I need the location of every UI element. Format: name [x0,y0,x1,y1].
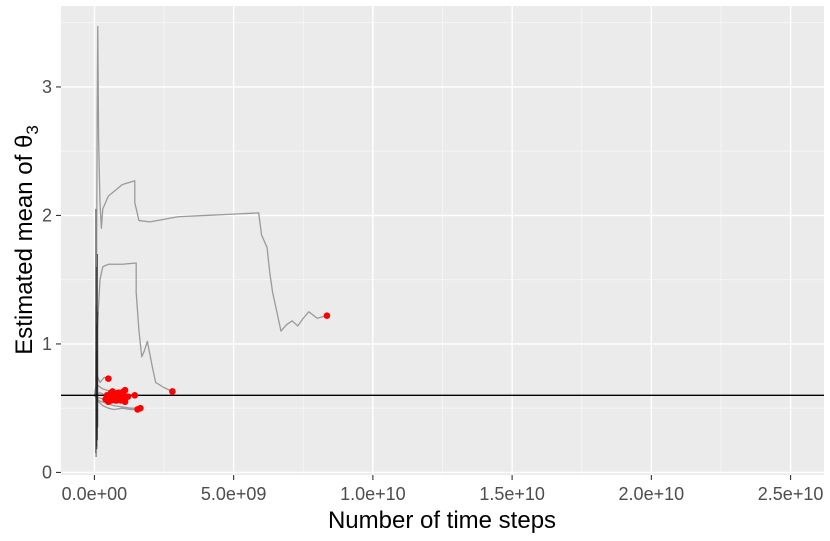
minor-gridlines [61,6,824,475]
endpoint-dot [323,312,331,319]
endpoint-dot [106,392,114,399]
endpoint-dot [131,392,139,399]
endpoint-dot [137,404,144,412]
endpoint-dot [124,393,132,400]
trace-2 [95,262,173,396]
y-tick-label: 1 [42,334,52,354]
x-tick-label: 1.5e+10 [479,484,545,504]
endpoint-dot [112,397,119,404]
major-gridlines [61,6,824,475]
y-tick-label: 2 [42,205,52,225]
endpoint-dot [102,395,109,403]
endpoint-dot [114,389,122,397]
endpoint-dot [169,388,176,395]
y-axis-ticks: 0 1 2 3 [42,77,61,482]
y-axis-title-subscript: 3 [23,125,42,134]
y-tick-label: 0 [42,462,52,482]
x-axis-title: Number of time steps [328,507,556,534]
y-tick-label: 3 [42,77,52,97]
y-axis-title-main: Estimated mean of θ [11,135,38,355]
endpoints [102,312,331,413]
x-tick-label: 5.0e+09 [201,484,267,504]
endpoint-dot [117,397,125,404]
x-tick-label: 0.0e+00 [62,484,128,504]
trace-1 [95,25,328,383]
x-tick-label: 1.0e+10 [340,484,406,504]
y-axis-title: Estimated mean of θ3 [11,125,42,355]
trace-5 [93,394,138,411]
endpoint-dot [105,375,112,382]
trace-6 [93,394,141,409]
y-axis-title-group: Estimated mean of θ3 [11,125,42,355]
x-tick-label: 2.0e+10 [619,484,685,504]
x-tick-label: 2.5e+10 [758,484,824,504]
x-axis-ticks: 0.0e+00 5.0e+09 1.0e+10 1.5e+10 2.0e+10 2.5e+… [62,475,824,504]
